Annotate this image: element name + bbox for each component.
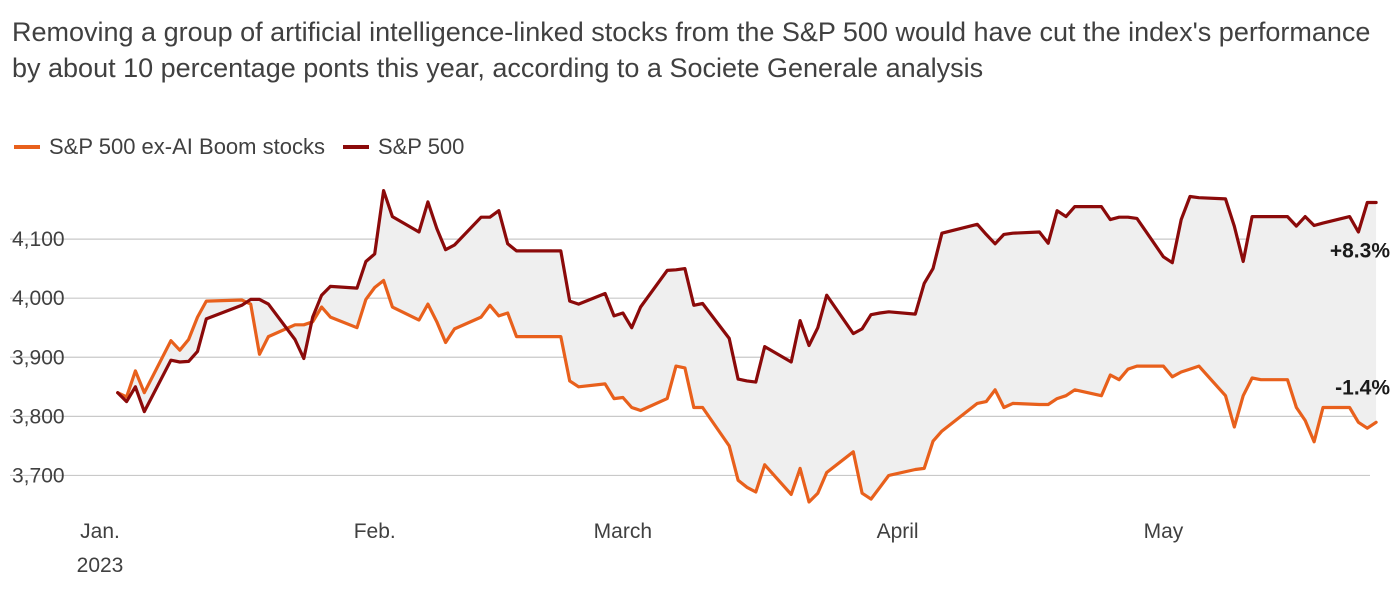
legend-label-sp500: S&P 500 <box>377 134 465 159</box>
y-tick-label: 3,700 <box>12 464 65 487</box>
x-tick-sublabel: 2023 <box>77 554 124 577</box>
legend-swatch-sp500 <box>342 145 369 149</box>
y-tick-label: 4,000 <box>12 287 65 310</box>
y-tick-label: 3,900 <box>12 346 65 369</box>
legend-item-ex-ai: S&P 500 ex-AI Boom stocks <box>14 134 325 160</box>
gap-band <box>117 190 1377 502</box>
legend-swatch-ex-ai <box>14 145 40 149</box>
x-axis-labels: Jan. 2023 Feb. March April May <box>77 520 1184 577</box>
x-tick-label: May <box>1144 520 1184 543</box>
x-tick-label: Jan. <box>80 520 120 543</box>
end-labels: -1.4% +8.3% <box>1330 239 1390 399</box>
series-line-sp500 <box>116 189 1378 414</box>
series-line-ex-ai <box>116 278 1378 504</box>
legend: S&P 500 ex-AI Boom stocks S&P 500 <box>14 134 482 160</box>
y-tick-label: 4,100 <box>12 228 65 251</box>
y-axis-labels: 3,700 3,800 3,900 4,000 4,100 <box>12 228 65 487</box>
x-tick-label: Feb. <box>354 520 396 543</box>
chart-title: Removing a group of artificial intellige… <box>12 17 1371 83</box>
series-lines <box>116 189 1378 504</box>
x-tick-label: March <box>594 520 652 543</box>
end-label-ex-ai: -1.4% <box>1335 376 1390 399</box>
legend-label-ex-ai: S&P 500 ex-AI Boom stocks <box>49 134 325 159</box>
y-tick-label: 3,800 <box>12 405 65 428</box>
legend-item-sp500: S&P 500 <box>342 134 465 160</box>
end-label-sp500: +8.3% <box>1330 239 1390 262</box>
x-tick-label: April <box>877 520 919 543</box>
